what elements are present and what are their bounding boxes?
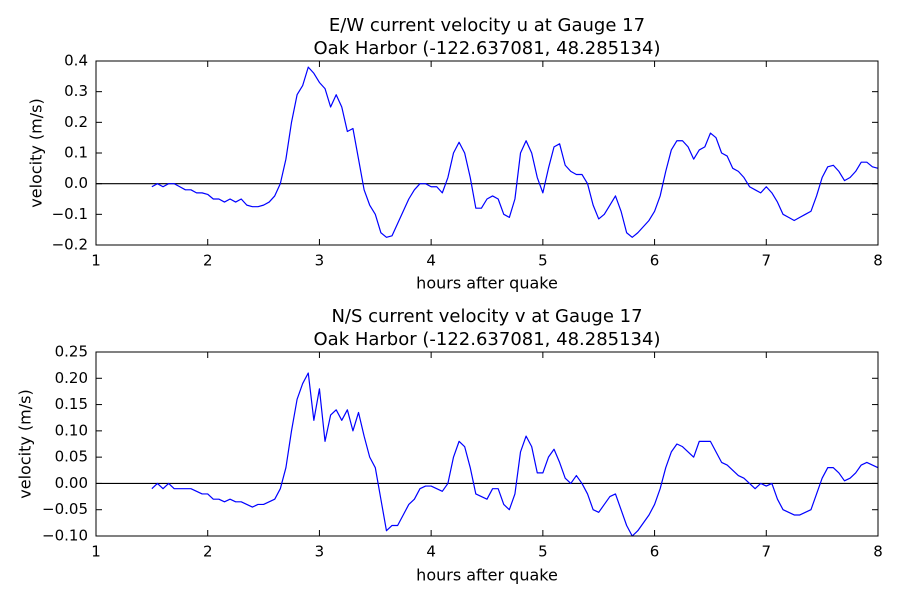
x-tick-label: 6 [650,543,660,561]
y-tick-label: 0.4 [64,52,88,70]
plot-frame [95,60,879,246]
y-tick-label: 0.15 [55,395,88,413]
x-tick-label: 4 [426,543,436,561]
x-tick-label: 2 [203,543,213,561]
chart-subtitle: Oak Harbor (-122.637081, 48.285134) [314,38,661,59]
x-tick-label: 2 [203,252,213,270]
x-tick-label: 5 [538,252,548,270]
x-tick-label: 1 [91,252,101,270]
y-tick-label: −0.05 [42,500,88,518]
x-tick-label: 8 [873,252,883,270]
plot-frame [95,351,879,537]
x-axis-label: hours after quake [416,566,558,585]
y-tick-label: 0.00 [55,474,88,492]
y-tick-label: 0.25 [55,343,88,361]
chart-subtitle: Oak Harbor (-122.637081, 48.285134) [314,329,661,350]
x-tick-label: 4 [426,252,436,270]
y-tick-label: 0.1 [64,144,88,162]
x-tick-label: 3 [315,252,325,270]
x-tick-label: 7 [762,252,772,270]
x-tick-label: 5 [538,543,548,561]
y-tick-label: 0.20 [55,369,88,387]
y-tick-label: 0.0 [64,174,88,192]
data-line [151,372,879,537]
y-tick-label: 0.2 [64,113,88,131]
y-tick-label: −0.1 [52,205,88,223]
chart-title: E/W current velocity u at Gauge 17 [329,15,645,36]
y-axis-label: velocity (m/s) [27,98,46,207]
y-tick-label: 0.3 [64,82,88,100]
x-tick-label: 6 [650,252,660,270]
x-tick-label: 3 [315,543,325,561]
x-tick-label: 1 [91,543,101,561]
x-tick-label: 7 [762,543,772,561]
chart-title: N/S current velocity v at Gauge 17 [331,306,642,327]
y-tick-label: −0.10 [42,527,88,545]
y-tick-label: 0.10 [55,421,88,439]
y-tick-label: 0.05 [55,448,88,466]
data-line [151,66,879,238]
y-tick-label: −0.2 [52,236,88,254]
y-axis-label: velocity (m/s) [16,389,35,498]
x-tick-label: 8 [873,543,883,561]
x-axis-label: hours after quake [416,274,558,293]
